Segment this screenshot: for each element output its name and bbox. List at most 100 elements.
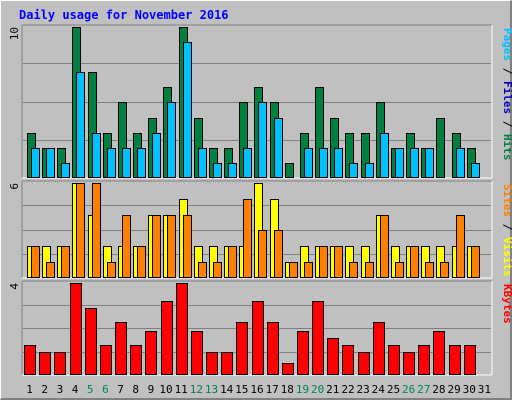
y-axis-max-label: 6 (8, 183, 21, 190)
bar-sites-day-30 (471, 246, 480, 278)
x-tick-label-day-27: 27 (417, 383, 430, 396)
bar-sites-day-23 (365, 262, 374, 278)
bar-sites-day-29 (456, 215, 465, 278)
bar-files-day-8 (137, 148, 146, 178)
bar-kbytes-day-2 (39, 352, 51, 375)
bar-files-day-25 (395, 148, 404, 178)
x-tick-label-day-17: 17 (266, 383, 279, 396)
x-tick-label-day-30: 30 (463, 383, 476, 396)
bar-files-day-13 (213, 163, 222, 178)
bar-kbytes-day-28 (433, 331, 445, 375)
bar-sites-day-15 (243, 199, 252, 278)
x-tick-label-day-2: 2 (41, 383, 48, 396)
bar-sites-day-1 (31, 246, 40, 278)
bar-sites-day-19 (304, 262, 313, 278)
bar-files-day-14 (228, 163, 237, 178)
right-axis-label-part: Pages (501, 28, 512, 61)
bar-files-day-12 (198, 148, 207, 178)
right-axis-label-part: / (501, 114, 512, 134)
bar-files-day-5 (92, 133, 101, 178)
bar-sites-day-9 (152, 215, 161, 278)
x-tick-label-day-8: 8 (132, 383, 139, 396)
right-axis-label-part: Files (501, 81, 512, 114)
x-tick-label-day-28: 28 (432, 383, 445, 396)
bar-files-day-10 (167, 102, 176, 178)
bar-kbytes-day-10 (161, 301, 173, 375)
bar-files-day-6 (107, 148, 116, 178)
bar-kbytes-day-12 (191, 331, 203, 375)
x-tick-label-day-19: 19 (296, 383, 309, 396)
x-tick-label-day-24: 24 (372, 383, 386, 396)
x-tick-label-day-26: 26 (402, 383, 415, 396)
bar-kbytes-day-23 (358, 352, 370, 375)
x-tick-label-day-29: 29 (447, 383, 460, 396)
bar-sites-day-2 (46, 262, 55, 278)
bar-sites-day-13 (213, 262, 222, 278)
right-axis-label-part: KBytes (501, 284, 512, 324)
bar-files-day-16 (258, 102, 267, 178)
bar-kbytes-day-13 (206, 352, 218, 375)
bar-kbytes-day-21 (327, 338, 339, 375)
bar-kbytes-day-26 (403, 352, 415, 375)
x-tick-label-day-6: 6 (102, 383, 109, 396)
chart-title: Daily usage for November 2016 (19, 8, 229, 22)
x-tick-label-day-16: 16 (250, 383, 263, 396)
bar-kbytes-day-20 (312, 301, 324, 375)
bar-sites-day-28 (440, 262, 449, 278)
bar-sites-day-8 (137, 246, 146, 278)
bar-sites-day-10 (167, 215, 176, 278)
x-tick-label-day-22: 22 (341, 383, 354, 396)
bar-sites-day-4 (76, 183, 85, 278)
bar-kbytes-day-22 (342, 345, 354, 375)
bar-sites-day-21 (334, 246, 343, 278)
bar-kbytes-day-14 (221, 352, 233, 375)
x-tick-label-day-31: 31 (478, 383, 491, 396)
bar-files-day-21 (334, 148, 343, 178)
bar-files-day-23 (365, 163, 374, 178)
bar-kbytes-day-5 (85, 308, 97, 375)
bar-kbytes-day-11 (176, 283, 188, 375)
right-axis-label: Pages / Files / Hits (501, 28, 512, 161)
bar-kbytes-day-3 (54, 352, 66, 375)
right-axis-label-part: Sites (501, 184, 512, 217)
right-axis-label-part: / (501, 217, 512, 237)
bar-files-day-9 (152, 133, 161, 178)
y-axis-max-label: 10 (8, 27, 21, 40)
x-tick-label-day-23: 23 (356, 383, 369, 396)
bar-files-day-19 (304, 148, 313, 178)
bar-files-day-2 (46, 148, 55, 178)
bar-kbytes-day-27 (418, 345, 430, 375)
bar-files-day-11 (183, 42, 192, 178)
bar-files-day-26 (410, 148, 419, 178)
y-axis-max-label: 4 (8, 283, 21, 290)
bar-kbytes-day-16 (252, 301, 264, 375)
bar-sites-day-24 (380, 215, 389, 278)
bar-kbytes-day-17 (267, 322, 279, 375)
x-tick-label-day-13: 13 (205, 383, 218, 396)
bar-sites-day-18 (289, 262, 298, 278)
right-axis-label-part: / (501, 61, 512, 81)
bar-kbytes-day-8 (130, 345, 142, 375)
bar-files-day-4 (76, 72, 85, 178)
bar-files-day-17 (274, 118, 283, 178)
bar-kbytes-day-1 (24, 345, 36, 375)
bar-kbytes-day-25 (388, 345, 400, 375)
x-tick-label-day-20: 20 (311, 383, 324, 396)
bar-hits-day-28 (436, 118, 445, 178)
bar-files-day-1 (31, 148, 40, 178)
bar-kbytes-day-30 (464, 345, 476, 375)
x-tick-label-day-11: 11 (175, 383, 188, 396)
bar-sites-day-5 (92, 183, 101, 278)
bar-sites-day-12 (198, 262, 207, 278)
bar-sites-day-11 (183, 215, 192, 278)
bar-sites-day-17 (274, 230, 283, 278)
x-tick-label-day-21: 21 (326, 383, 339, 396)
bar-kbytes-day-4 (70, 283, 82, 375)
bar-sites-day-7 (122, 215, 131, 278)
bar-files-day-7 (122, 148, 131, 178)
bar-sites-day-3 (61, 246, 70, 278)
x-tick-label-day-25: 25 (387, 383, 400, 396)
bar-files-day-3 (61, 163, 70, 178)
